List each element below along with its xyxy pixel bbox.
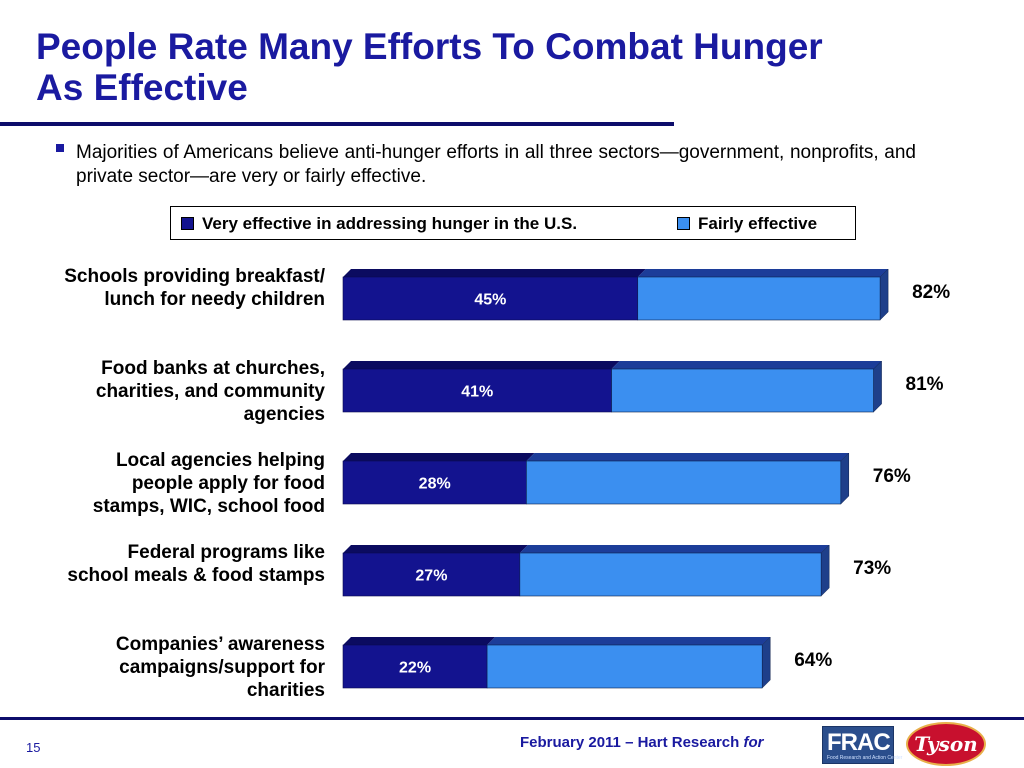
frac-logo-text: FRAC — [827, 729, 891, 756]
tyson-logo: Tyson — [906, 722, 986, 766]
legend-swatch-very — [181, 217, 194, 230]
bar-very-top-3 — [343, 545, 528, 553]
total-label-4: 64% — [794, 650, 832, 671]
bar-very-effective-3 — [342, 552, 521, 597]
total-label-0: 82% — [912, 282, 950, 303]
bar-very-effective-4 — [342, 644, 488, 689]
category-label-line: agencies — [243, 404, 325, 425]
legend-item-very: Very effective in addressing hunger in t… — [181, 214, 577, 234]
category-label-3: Federal programs like school meals & food… — [0, 541, 325, 587]
bar-side-0 — [879, 268, 889, 321]
bar-fairly-effective-2 — [526, 460, 842, 505]
value-label-very-0: 45% — [474, 292, 506, 309]
category-label-4: Companies’ awareness campaigns/support fo… — [0, 633, 325, 702]
bar-fairly-effective-1 — [611, 368, 874, 413]
category-label-line: people apply for food — [131, 473, 325, 494]
bar-very-effective-0 — [342, 276, 639, 321]
bar-fairly-effective-0 — [637, 276, 881, 321]
footer-credit-text: February 2011 – Hart Research — [520, 734, 740, 751]
category-label-line: Local agencies helping — [115, 450, 325, 471]
value-label-very-4: 22% — [399, 660, 431, 677]
page-number: 15 — [26, 740, 41, 755]
category-label-line: stamps, WIC, school food — [92, 496, 325, 517]
value-label-very-3: 27% — [415, 568, 447, 585]
bullet-text: Majorities of Americans believe anti-hun… — [76, 142, 916, 187]
bar-very-effective-1 — [342, 368, 612, 413]
category-label-2: Local agencies helping people apply for f… — [0, 449, 325, 518]
bar-very-top-2 — [343, 453, 535, 461]
bar-very-effective-2 — [342, 460, 527, 505]
legend-label-very: Very effective in addressing hunger in t… — [202, 214, 578, 233]
square-bullet-icon — [56, 144, 64, 152]
total-label-2: 76% — [873, 466, 911, 487]
tyson-logo-text: Tyson — [914, 732, 978, 756]
category-label-line: Federal programs like — [127, 542, 325, 563]
slide-title: People Rate Many Efforts To Combat Hunge… — [36, 26, 936, 108]
bar-fairly-effective-3 — [519, 552, 822, 597]
bar-fairly-top-0 — [637, 269, 889, 277]
chart-legend: Very effective in addressing hunger in t… — [170, 206, 856, 240]
bar-very-top-1 — [343, 361, 620, 369]
category-label-0: Schools providing breakfast/lunch for ne… — [0, 265, 325, 311]
bullet-point: Majorities of Americans believe anti-hun… — [56, 141, 916, 189]
category-label-line: charities, and community — [95, 381, 325, 402]
bar-fairly-top-2 — [526, 453, 849, 461]
category-label-line: Companies’ awareness — [115, 634, 325, 655]
frac-logo-subtext: Food Research and Action Center — [827, 755, 903, 761]
footer-credit: February 2011 – Hart Research for — [520, 734, 763, 751]
bar-side-4 — [761, 636, 771, 689]
category-label-line: charities — [246, 680, 325, 701]
value-label-very-1: 41% — [461, 384, 493, 401]
category-label-1: Food banks at churches, charities, and co… — [0, 357, 325, 426]
category-label-line: Schools providing breakfast/ — [64, 266, 325, 287]
total-label-1: 81% — [906, 374, 944, 395]
footer-divider — [0, 717, 1024, 720]
bar-side-3 — [820, 544, 830, 597]
title-divider — [0, 122, 674, 126]
bar-fairly-effective-4 — [486, 644, 763, 689]
bar-very-top-0 — [343, 269, 646, 277]
bar-fairly-top-3 — [519, 545, 830, 553]
total-label-3: 73% — [853, 558, 891, 579]
footer-for: for — [743, 734, 764, 751]
title-line-1: People Rate Many Efforts To Combat Hunge… — [36, 26, 823, 67]
frac-logo: FRAC Food Research and Action Center — [822, 726, 902, 764]
legend-swatch-fairly — [677, 217, 690, 230]
value-label-very-2: 28% — [419, 476, 451, 493]
bar-fairly-top-1 — [611, 361, 882, 369]
category-label-line: Food banks at churches, — [101, 358, 325, 379]
category-label-line: school meals & food stamps — [67, 565, 325, 586]
legend-item-fairly: Fairly effective — [677, 214, 817, 234]
category-label-line: lunch for needy children — [104, 289, 325, 310]
bar-fairly-top-4 — [487, 637, 771, 645]
legend-label-fairly: Fairly effective — [698, 214, 818, 233]
bar-side-2 — [840, 452, 850, 505]
category-label-line: campaigns/support for — [119, 657, 325, 678]
bar-very-top-4 — [343, 637, 496, 645]
bar-side-1 — [873, 360, 882, 413]
title-line-2: As Effective — [36, 67, 248, 108]
